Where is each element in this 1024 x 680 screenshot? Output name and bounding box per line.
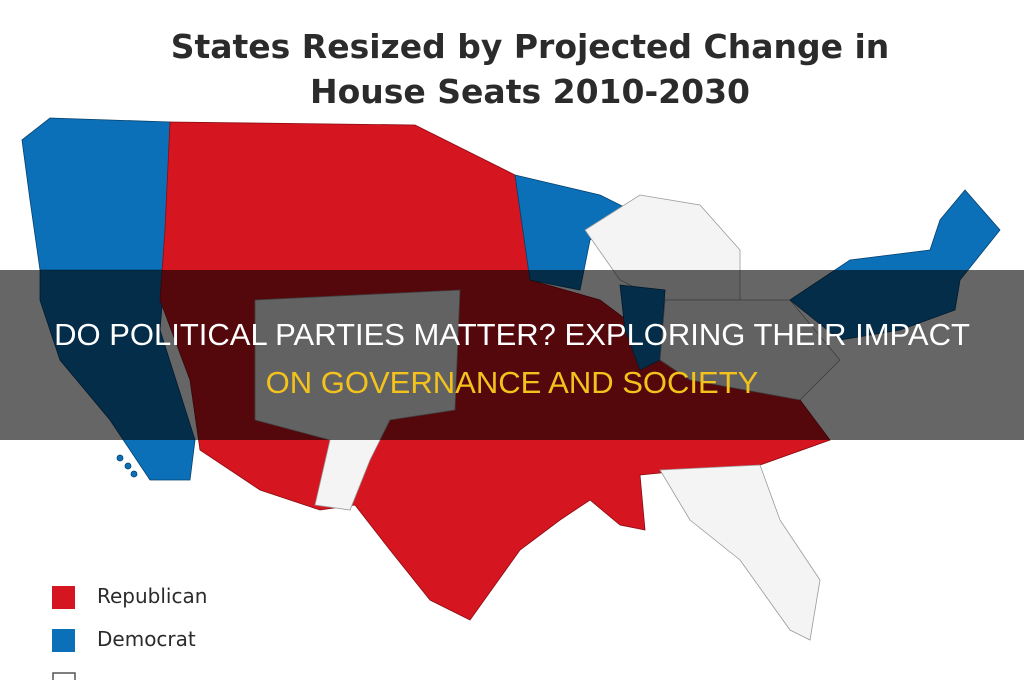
headline: ON GOVERNANCE AND SOCIETY xyxy=(266,365,759,400)
legend-label: Democrat xyxy=(97,627,196,651)
island xyxy=(130,470,138,478)
island xyxy=(116,454,124,462)
state-region xyxy=(659,464,821,641)
legend-label: Republican xyxy=(97,584,207,608)
legend-swatch xyxy=(52,629,75,652)
headline: DO POLITICAL PARTIES MATTER? EXPLORING T… xyxy=(54,317,970,352)
state-region xyxy=(21,117,171,271)
legend-swatch xyxy=(52,672,76,680)
map-title: House Seats 2010-2030 xyxy=(310,72,750,111)
map-title: States Resized by Projected Change in xyxy=(171,27,890,66)
headline-band xyxy=(0,270,1024,440)
island xyxy=(124,462,132,470)
legend-swatch xyxy=(52,586,75,609)
